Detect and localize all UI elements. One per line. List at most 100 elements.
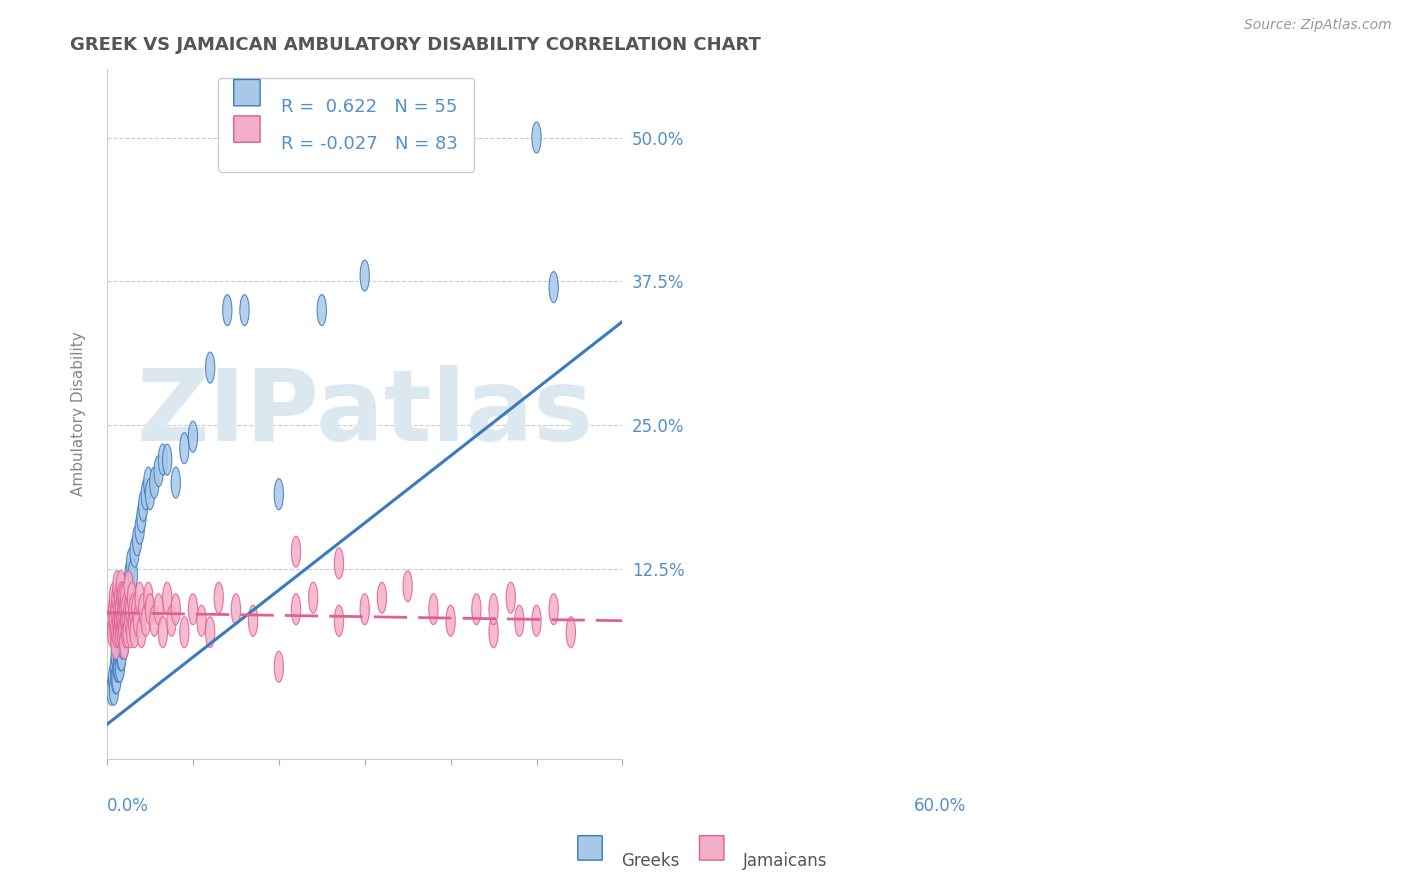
Ellipse shape [122, 594, 132, 624]
Text: 60.0%: 60.0% [914, 797, 966, 814]
Ellipse shape [112, 651, 122, 682]
Ellipse shape [112, 628, 122, 659]
Ellipse shape [110, 674, 118, 706]
Ellipse shape [114, 640, 124, 671]
Ellipse shape [446, 605, 456, 636]
Ellipse shape [112, 605, 122, 636]
Ellipse shape [120, 628, 129, 659]
Ellipse shape [110, 651, 120, 682]
Text: 0.0%: 0.0% [107, 797, 149, 814]
Ellipse shape [110, 582, 118, 614]
Ellipse shape [118, 582, 128, 614]
Ellipse shape [121, 605, 129, 636]
Ellipse shape [111, 628, 121, 659]
Ellipse shape [129, 536, 139, 567]
Ellipse shape [167, 605, 176, 636]
Ellipse shape [114, 628, 122, 659]
Ellipse shape [141, 605, 150, 636]
Ellipse shape [489, 616, 498, 648]
Ellipse shape [548, 594, 558, 624]
Text: GREEK VS JAMAICAN AMBULATORY DISABILITY CORRELATION CHART: GREEK VS JAMAICAN AMBULATORY DISABILITY … [70, 36, 761, 54]
Ellipse shape [128, 605, 138, 636]
Ellipse shape [129, 594, 138, 624]
Ellipse shape [188, 421, 198, 452]
Ellipse shape [118, 582, 127, 614]
Ellipse shape [117, 605, 125, 636]
Ellipse shape [124, 571, 134, 602]
Ellipse shape [429, 594, 439, 624]
Ellipse shape [108, 594, 118, 624]
Ellipse shape [136, 501, 146, 533]
Ellipse shape [124, 594, 134, 624]
Ellipse shape [141, 479, 150, 509]
Ellipse shape [124, 616, 132, 648]
Ellipse shape [205, 352, 215, 384]
Ellipse shape [114, 616, 122, 648]
Ellipse shape [122, 605, 132, 636]
Ellipse shape [127, 616, 136, 648]
Ellipse shape [172, 594, 180, 624]
Y-axis label: Ambulatory Disability: Ambulatory Disability [72, 331, 86, 496]
Legend: Greeks, Jamaicans: Greeks, Jamaicans [572, 842, 834, 880]
Ellipse shape [114, 651, 122, 682]
Ellipse shape [163, 444, 172, 475]
Ellipse shape [143, 582, 153, 614]
Ellipse shape [111, 640, 121, 671]
Ellipse shape [274, 651, 284, 682]
Ellipse shape [124, 571, 132, 602]
Ellipse shape [222, 294, 232, 326]
Ellipse shape [120, 594, 129, 624]
Ellipse shape [110, 616, 120, 648]
Ellipse shape [108, 663, 118, 694]
Ellipse shape [180, 433, 188, 464]
Ellipse shape [107, 674, 117, 706]
Ellipse shape [118, 605, 127, 636]
Ellipse shape [360, 260, 370, 291]
Ellipse shape [335, 548, 343, 579]
Ellipse shape [188, 594, 198, 624]
Ellipse shape [117, 594, 127, 624]
Ellipse shape [143, 467, 153, 499]
Ellipse shape [118, 628, 127, 659]
Ellipse shape [135, 513, 145, 544]
Ellipse shape [214, 582, 224, 614]
Ellipse shape [125, 605, 134, 636]
Ellipse shape [149, 605, 159, 636]
Ellipse shape [124, 582, 134, 614]
Ellipse shape [125, 571, 135, 602]
Ellipse shape [135, 582, 145, 614]
Ellipse shape [128, 559, 138, 591]
Ellipse shape [112, 571, 122, 602]
Ellipse shape [117, 640, 125, 671]
Ellipse shape [114, 582, 124, 614]
Ellipse shape [139, 594, 148, 624]
Ellipse shape [121, 605, 129, 636]
Ellipse shape [136, 616, 146, 648]
Ellipse shape [291, 594, 301, 624]
Ellipse shape [117, 640, 127, 671]
Ellipse shape [128, 582, 136, 614]
Ellipse shape [118, 616, 128, 648]
Ellipse shape [115, 616, 125, 648]
Ellipse shape [531, 605, 541, 636]
Ellipse shape [472, 594, 481, 624]
Ellipse shape [121, 582, 131, 614]
Ellipse shape [118, 616, 128, 648]
Ellipse shape [149, 467, 159, 499]
Ellipse shape [114, 594, 122, 624]
Ellipse shape [110, 605, 118, 636]
Ellipse shape [506, 582, 516, 614]
Ellipse shape [159, 616, 167, 648]
Ellipse shape [172, 467, 180, 499]
Ellipse shape [132, 524, 142, 556]
Ellipse shape [159, 444, 167, 475]
Ellipse shape [125, 594, 135, 624]
Ellipse shape [121, 616, 131, 648]
Ellipse shape [111, 594, 121, 624]
Ellipse shape [291, 536, 301, 567]
Ellipse shape [129, 616, 139, 648]
Ellipse shape [112, 616, 121, 648]
Ellipse shape [531, 122, 541, 153]
Ellipse shape [112, 582, 121, 614]
Ellipse shape [117, 571, 125, 602]
